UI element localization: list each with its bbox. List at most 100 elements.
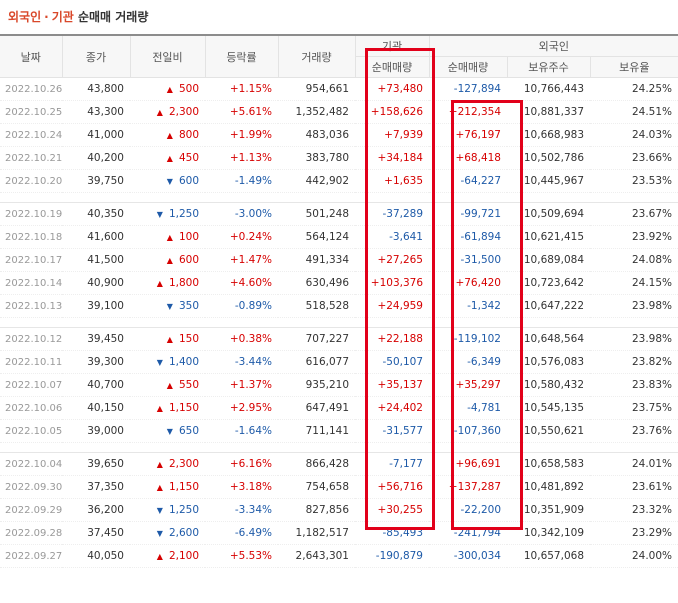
cell-date: 2022.09.28 bbox=[0, 521, 62, 545]
header-change: 전일비 bbox=[129, 34, 205, 78]
cell-rate: +1.37% bbox=[205, 373, 278, 397]
cell-close: 40,700 bbox=[62, 373, 130, 397]
table-row: 2022.10.19 40,350 ▼ 1,250 -3.00% 501,248 -37,2… bbox=[0, 202, 678, 226]
header-institution-group: 기관 bbox=[354, 34, 429, 57]
down-triangle-icon: ▼ bbox=[166, 427, 173, 436]
table-row: 2022.10.24 41,000 ▲ 800 +1.99% 483,036 +7,939 +… bbox=[0, 123, 678, 147]
cell-foreign-shares: 10,658,583 bbox=[507, 452, 590, 476]
header-date: 날짜 bbox=[0, 34, 62, 78]
cell-foreign-shares: 10,657,068 bbox=[507, 544, 590, 568]
cell-foreign-shares: 10,689,084 bbox=[507, 248, 590, 272]
header-rate: 등락률 bbox=[204, 34, 278, 78]
cell-date: 2022.10.26 bbox=[0, 77, 62, 101]
cell-foreign-net: -99,721 bbox=[429, 202, 507, 226]
table-body: 2022.10.26 43,800 ▲ 500 +1.15% 954,661 +73,480… bbox=[0, 77, 678, 568]
cell-volume: 954,661 bbox=[278, 77, 355, 101]
cell-institution-net: -190,879 bbox=[355, 544, 429, 568]
cell-rate: -3.00% bbox=[205, 202, 278, 226]
down-triangle-icon: ▼ bbox=[156, 358, 163, 367]
cell-change: ▼ 2,600 bbox=[130, 521, 205, 545]
change-value: 1,150 bbox=[168, 402, 199, 414]
cell-foreign-net: -61,894 bbox=[429, 225, 507, 249]
cell-foreign-net: +35,297 bbox=[429, 373, 507, 397]
cell-volume: 383,780 bbox=[278, 146, 355, 170]
cell-foreign-net: -107,360 bbox=[429, 419, 507, 443]
cell-foreign-ratio: 23.82% bbox=[590, 350, 678, 374]
cell-change: ▲ 450 bbox=[130, 146, 205, 170]
table-row: 2022.10.14 40,900 ▲ 1,800 +4.60% 630,496 +103,… bbox=[0, 271, 678, 295]
cell-change: ▲ 1,800 bbox=[130, 271, 205, 295]
cell-volume: 616,077 bbox=[278, 350, 355, 374]
cell-foreign-net: -241,794 bbox=[429, 521, 507, 545]
cell-date: 2022.10.20 bbox=[0, 169, 62, 193]
cell-foreign-ratio: 24.00% bbox=[590, 544, 678, 568]
up-triangle-icon: ▲ bbox=[156, 552, 163, 561]
cell-close: 43,300 bbox=[62, 100, 130, 124]
cell-foreign-ratio: 23.53% bbox=[590, 169, 678, 193]
cell-foreign-net: -31,500 bbox=[429, 248, 507, 272]
table-row: 2022.10.05 39,000 ▼ 650 -1.64% 711,141 -31,577… bbox=[0, 419, 678, 443]
change-value: 800 bbox=[178, 129, 199, 141]
table-row: 2022.09.29 36,200 ▼ 1,250 -3.34% 827,856 +30,2… bbox=[0, 498, 678, 522]
cell-close: 39,650 bbox=[62, 452, 130, 476]
cell-foreign-ratio: 23.76% bbox=[590, 419, 678, 443]
cell-change: ▲ 2,300 bbox=[130, 452, 205, 476]
cell-close: 40,900 bbox=[62, 271, 130, 295]
cell-date: 2022.10.12 bbox=[0, 327, 62, 351]
cell-institution-net: +22,188 bbox=[355, 327, 429, 351]
cell-change: ▲ 100 bbox=[130, 225, 205, 249]
cell-rate: +5.53% bbox=[205, 544, 278, 568]
cell-institution-net: +158,626 bbox=[355, 100, 429, 124]
change-value: 2,100 bbox=[168, 550, 199, 562]
title-foreign: 외국인 bbox=[8, 10, 42, 24]
cell-foreign-ratio: 23.75% bbox=[590, 396, 678, 420]
table-row: 2022.09.28 37,450 ▼ 2,600 -6.49% 1,182,517 -85… bbox=[0, 521, 678, 545]
cell-close: 40,050 bbox=[62, 544, 130, 568]
change-value: 1,400 bbox=[168, 356, 199, 368]
cell-foreign-shares: 10,723,642 bbox=[507, 271, 590, 295]
cell-institution-net: +73,480 bbox=[355, 77, 429, 101]
group-separator bbox=[0, 442, 678, 453]
change-value: 1,800 bbox=[168, 277, 199, 289]
section-title: 외국인 · 기관 순매매 거래량 bbox=[0, 0, 678, 34]
header-close: 종가 bbox=[61, 34, 130, 78]
table-row: 2022.10.06 40,150 ▲ 1,150 +2.95% 647,491 +24,4… bbox=[0, 396, 678, 420]
cell-close: 37,450 bbox=[62, 521, 130, 545]
cell-change: ▲ 2,300 bbox=[130, 100, 205, 124]
table-row: 2022.10.18 41,600 ▲ 100 +0.24% 564,124 -3,641-… bbox=[0, 225, 678, 249]
cell-rate: +1.15% bbox=[205, 77, 278, 101]
cell-foreign-ratio: 23.98% bbox=[590, 294, 678, 318]
cell-institution-net: +7,939 bbox=[355, 123, 429, 147]
cell-date: 2022.10.14 bbox=[0, 271, 62, 295]
cell-change: ▼ 650 bbox=[130, 419, 205, 443]
table-row: 2022.10.17 41,500 ▲ 600 +1.47% 491,334 +27,265… bbox=[0, 248, 678, 272]
cell-close: 40,150 bbox=[62, 396, 130, 420]
cell-date: 2022.10.25 bbox=[0, 100, 62, 124]
cell-close: 39,000 bbox=[62, 419, 130, 443]
cell-date: 2022.10.17 bbox=[0, 248, 62, 272]
up-triangle-icon: ▲ bbox=[166, 381, 173, 390]
cell-date: 2022.09.27 bbox=[0, 544, 62, 568]
cell-foreign-shares: 10,576,083 bbox=[507, 350, 590, 374]
header-foreign-shares: 보유주수 bbox=[506, 56, 590, 78]
cell-foreign-ratio: 23.98% bbox=[590, 327, 678, 351]
cell-foreign-shares: 10,881,337 bbox=[507, 100, 590, 124]
cell-rate: -1.64% bbox=[205, 419, 278, 443]
cell-foreign-net: +76,420 bbox=[429, 271, 507, 295]
cell-volume: 647,491 bbox=[278, 396, 355, 420]
down-triangle-icon: ▼ bbox=[156, 506, 163, 515]
cell-volume: 483,036 bbox=[278, 123, 355, 147]
cell-change: ▲ 800 bbox=[130, 123, 205, 147]
cell-change: ▲ 2,100 bbox=[130, 544, 205, 568]
cell-institution-net: -37,289 bbox=[355, 202, 429, 226]
up-triangle-icon: ▲ bbox=[166, 256, 173, 265]
cell-volume: 630,496 bbox=[278, 271, 355, 295]
cell-foreign-ratio: 23.67% bbox=[590, 202, 678, 226]
cell-foreign-ratio: 23.29% bbox=[590, 521, 678, 545]
cell-volume: 1,352,482 bbox=[278, 100, 355, 124]
cell-foreign-net: -64,227 bbox=[429, 169, 507, 193]
table-row: 2022.10.26 43,800 ▲ 500 +1.15% 954,661 +73,480… bbox=[0, 77, 678, 101]
change-value: 1,150 bbox=[168, 481, 199, 493]
cell-date: 2022.10.11 bbox=[0, 350, 62, 374]
down-triangle-icon: ▼ bbox=[156, 210, 163, 219]
